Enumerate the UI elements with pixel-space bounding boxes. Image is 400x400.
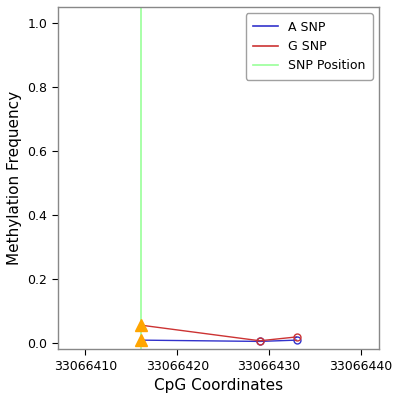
X-axis label: CpG Coordinates: CpG Coordinates	[154, 378, 283, 393]
Y-axis label: Methylation Frequency: Methylation Frequency	[7, 91, 22, 265]
Legend: A SNP, G SNP, SNP Position: A SNP, G SNP, SNP Position	[246, 13, 373, 80]
